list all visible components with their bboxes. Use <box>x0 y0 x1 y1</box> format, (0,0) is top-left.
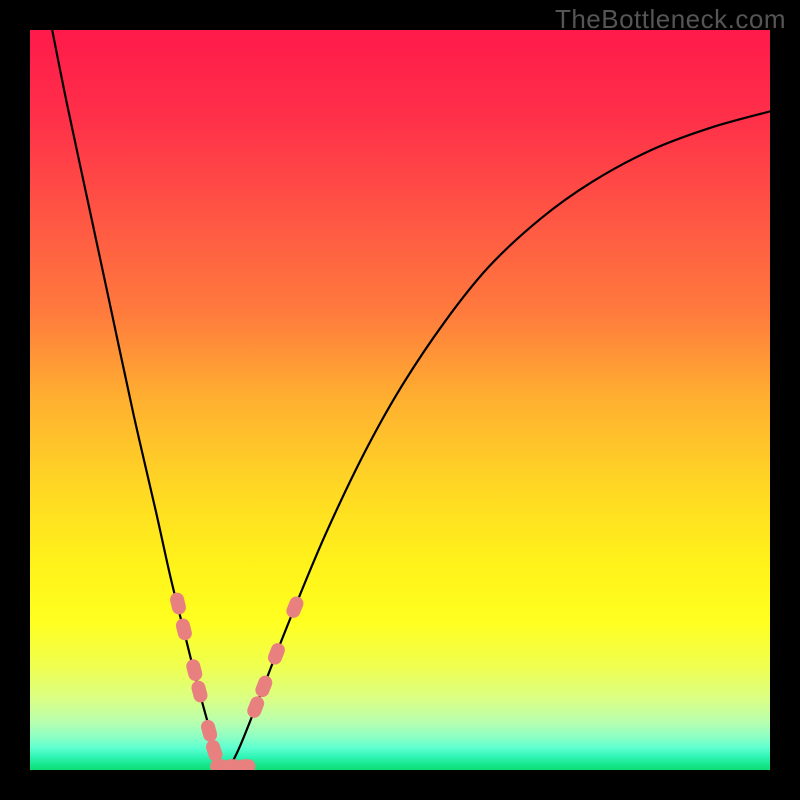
chart-svg <box>30 30 770 770</box>
gradient-background <box>30 30 770 770</box>
data-marker <box>208 727 210 735</box>
data-marker <box>183 626 185 634</box>
data-marker <box>254 703 257 710</box>
data-marker <box>293 604 296 611</box>
data-marker <box>213 747 215 755</box>
bottleneck-chart <box>30 30 770 770</box>
chart-container: TheBottleneck.com <box>0 0 800 800</box>
data-marker <box>262 683 265 690</box>
data-marker <box>198 688 200 696</box>
data-marker <box>193 666 195 674</box>
data-marker <box>177 600 179 608</box>
watermark-text: TheBottleneck.com <box>555 4 786 35</box>
data-marker <box>275 650 278 657</box>
